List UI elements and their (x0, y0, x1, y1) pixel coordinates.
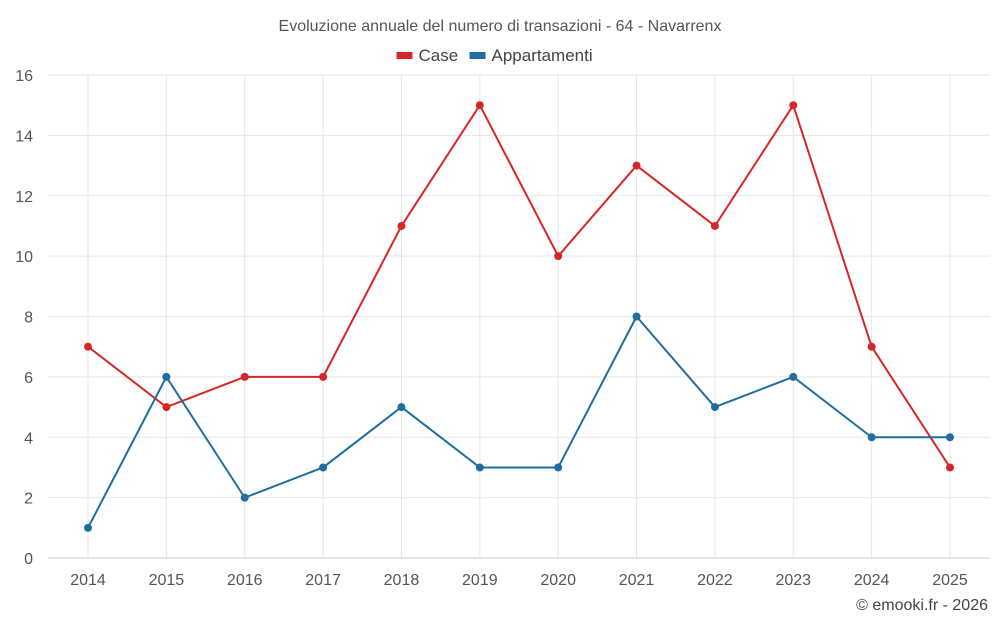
data-point (554, 252, 563, 261)
data-point (475, 463, 484, 472)
x-tick-label: 2021 (619, 572, 655, 589)
data-point (554, 463, 563, 472)
x-tick-label: 2018 (384, 572, 420, 589)
grid (48, 74, 990, 558)
data-point (632, 161, 641, 170)
data-point (710, 403, 719, 412)
y-tick-label: 0 (24, 551, 33, 568)
y-tick-label: 14 (15, 128, 33, 145)
data-point (319, 463, 328, 472)
data-point (946, 463, 954, 472)
data-point (789, 101, 798, 110)
x-tick-label: 2019 (462, 572, 498, 589)
y-tick-label: 6 (24, 370, 33, 387)
data-point (397, 221, 406, 230)
legend-swatch (396, 52, 413, 59)
data-point (240, 372, 249, 381)
series-appartamenti (84, 312, 954, 532)
x-tick-label: 2023 (775, 572, 811, 589)
data-point (710, 221, 719, 230)
x-tick-label: 2020 (540, 572, 576, 589)
legend-label: Appartamenti (492, 46, 593, 65)
y-tick-label: 16 (15, 68, 33, 85)
x-tick-label: 2022 (697, 572, 733, 589)
series-line (87, 104, 951, 468)
x-tick-label: 2016 (227, 572, 263, 589)
y-tick-label: 2 (24, 491, 33, 508)
data-point (84, 523, 92, 532)
data-point (867, 433, 876, 442)
series-case (84, 101, 954, 472)
legend-label: Case (419, 46, 459, 65)
chart-title: Evoluzione annuale del numero di transaz… (279, 18, 722, 35)
x-tick-label: 2024 (854, 572, 890, 589)
y-tick-label: 8 (24, 310, 33, 327)
y-tick-label: 12 (15, 189, 33, 206)
x-tick-label: 2015 (149, 572, 185, 589)
y-tick-label: 10 (15, 249, 33, 266)
y-tick-label: 4 (24, 430, 33, 447)
x-tick-label: 2025 (932, 572, 968, 589)
data-point (789, 372, 798, 381)
data-point (946, 433, 954, 442)
data-point (84, 342, 92, 351)
data-point (162, 372, 171, 381)
series-line (87, 315, 950, 529)
x-tick-label: 2017 (305, 572, 341, 589)
data-point (240, 493, 249, 502)
axes: 0 2 4 6 8 10 12 14 16 2014 2015 2016 2017 2018 2019 202… (15, 68, 990, 589)
data-point (319, 372, 328, 381)
legend: Case Appartamenti (396, 46, 593, 65)
credit-text: © emooki.fr - 2026 (856, 597, 988, 614)
legend-swatch (469, 52, 486, 59)
data-point (632, 312, 641, 321)
data-point (867, 342, 876, 351)
data-point (162, 403, 171, 412)
data-point (475, 101, 484, 110)
x-tick-label: 2014 (70, 572, 106, 589)
series-group (84, 101, 954, 532)
data-point (397, 403, 406, 412)
